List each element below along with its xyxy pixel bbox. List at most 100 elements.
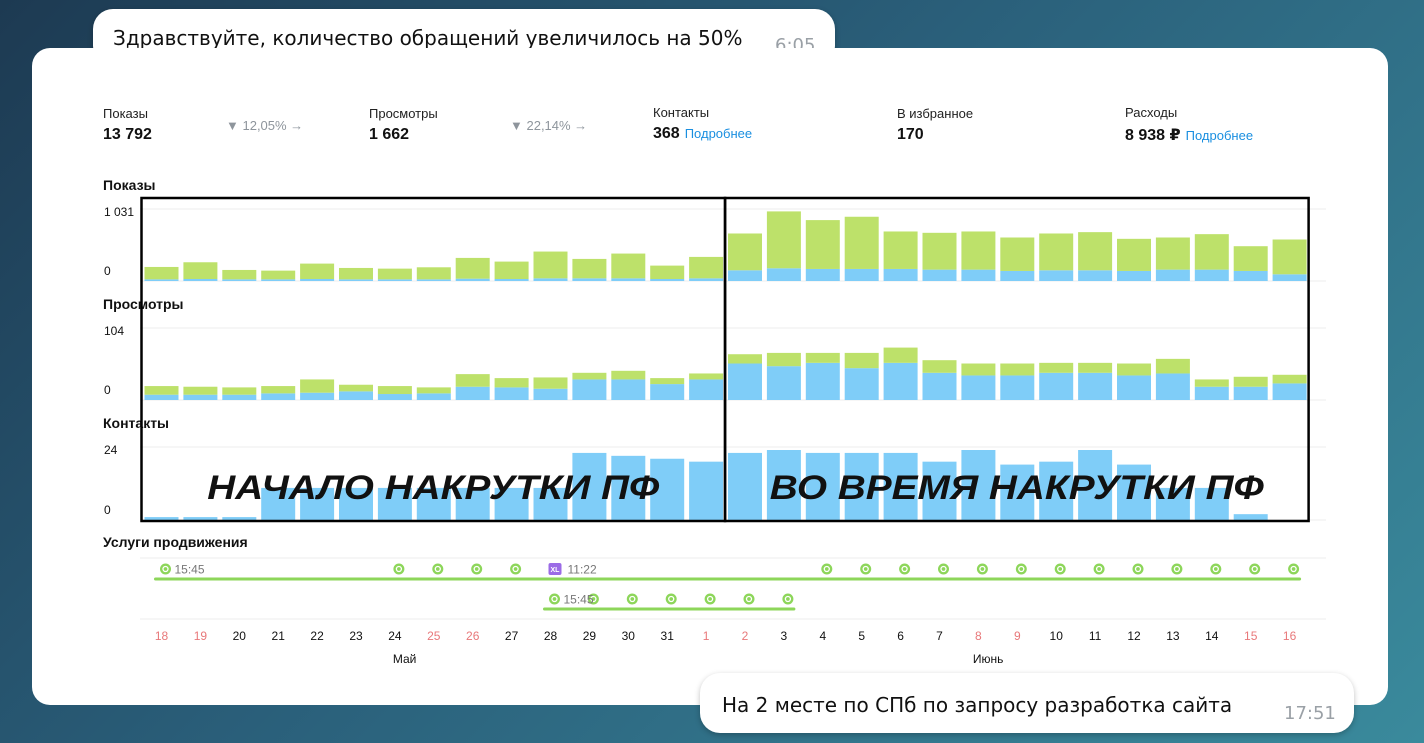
stat-contacts: Контакты 368 Подробнее	[653, 105, 752, 143]
bar	[1039, 233, 1074, 271]
bar	[222, 279, 257, 281]
bar	[1194, 379, 1229, 387]
bar	[1272, 274, 1307, 281]
x-tick-label: 5	[858, 629, 865, 643]
promotion-service-icon	[1018, 565, 1025, 573]
promotion-service-icon	[1210, 563, 1222, 575]
promotion-service-icon	[587, 593, 599, 605]
promotion-service-icon	[1288, 563, 1300, 575]
bar	[961, 231, 996, 270]
bar	[1039, 362, 1074, 373]
bar	[689, 278, 724, 281]
bar	[766, 366, 801, 400]
stat-label: Расходы	[1125, 105, 1178, 120]
stat-label: В избранное	[897, 106, 974, 121]
impressions-delta: ▼ 12,05% →	[226, 118, 304, 133]
bar	[1000, 363, 1035, 376]
bar	[805, 352, 840, 363]
promotion-service-icon	[1093, 563, 1105, 575]
x-tick-label: 7	[936, 629, 943, 643]
bar	[339, 391, 373, 400]
bottom-message-time: 17:51	[1284, 703, 1336, 724]
promotion-service-icon	[823, 565, 830, 573]
contacts-details-link[interactable]: Подробнее	[684, 126, 753, 141]
promotion-service-icon	[1249, 563, 1261, 575]
bar	[572, 452, 607, 520]
x-tick-label: 27	[505, 629, 519, 643]
x-tick-label: 4	[819, 629, 826, 643]
bar	[689, 373, 724, 380]
bar	[728, 452, 762, 520]
promotion-service-icon	[1015, 563, 1027, 575]
bar	[1117, 238, 1151, 271]
x-tick-label: 30	[622, 629, 636, 643]
bar	[416, 387, 451, 394]
x-tick-label: 29	[583, 629, 597, 643]
bar	[183, 394, 218, 400]
x-tick-label: 25	[427, 629, 441, 643]
bar	[1155, 358, 1190, 374]
x-tick-label: 8	[975, 629, 982, 643]
promotion-service-icon	[782, 593, 794, 605]
bar	[377, 268, 412, 280]
bar	[650, 278, 685, 281]
bar	[728, 363, 762, 400]
bar	[377, 394, 412, 400]
promotion-service-icon	[590, 595, 597, 603]
promotion-service-icon	[1057, 565, 1064, 573]
x-tick-label: 21	[272, 629, 286, 643]
bar	[1117, 363, 1151, 376]
bar	[1155, 269, 1190, 281]
bar	[572, 379, 607, 400]
promotion-service-icon	[551, 595, 558, 603]
bar	[455, 278, 490, 281]
bar	[1194, 234, 1229, 270]
bar	[533, 487, 568, 520]
promotion-service-icon	[665, 593, 677, 605]
bar	[1194, 269, 1229, 281]
promotion-service-icon	[940, 565, 947, 573]
promotion-service-icon	[784, 595, 792, 603]
y-min-label: 0	[104, 503, 111, 517]
bar	[961, 375, 996, 400]
bar	[300, 392, 335, 400]
bar	[533, 278, 568, 281]
bar	[1078, 362, 1113, 373]
promotion-service-icon	[668, 595, 675, 603]
x-tick-label: 19	[194, 629, 208, 643]
promotion-service-icon	[862, 565, 869, 573]
panel-title: Контакты	[103, 415, 169, 431]
bar	[728, 354, 762, 364]
x-tick-label: 28	[544, 629, 558, 643]
bar	[650, 384, 685, 400]
bar	[339, 267, 373, 280]
x-tick-label: 14	[1205, 629, 1219, 643]
bar	[1117, 375, 1151, 400]
bar	[1078, 232, 1113, 271]
bar	[1117, 464, 1151, 520]
bar	[1272, 374, 1307, 384]
bar	[300, 487, 335, 520]
expenses-details-link[interactable]: Подробнее	[1185, 128, 1254, 143]
bar	[1233, 386, 1268, 400]
stat-value: 8 938 ₽	[1125, 127, 1181, 144]
bar	[1194, 386, 1229, 400]
promotion-service-icon	[704, 593, 716, 605]
promotion-service-icon	[1054, 563, 1066, 575]
bar	[805, 452, 840, 520]
bar	[728, 270, 762, 281]
bar	[805, 362, 840, 400]
bar	[1039, 372, 1074, 400]
bar	[922, 372, 957, 400]
x-tick-label: 9	[1014, 629, 1021, 643]
bar	[455, 386, 490, 400]
bar	[922, 269, 957, 281]
bar	[494, 278, 529, 281]
promotion-service-icon	[901, 565, 908, 573]
bar	[144, 394, 179, 400]
bar	[844, 216, 879, 269]
bar	[883, 268, 918, 281]
bar	[611, 379, 646, 400]
y-max-label: 104	[104, 324, 124, 338]
promotion-service-icon	[434, 565, 441, 573]
